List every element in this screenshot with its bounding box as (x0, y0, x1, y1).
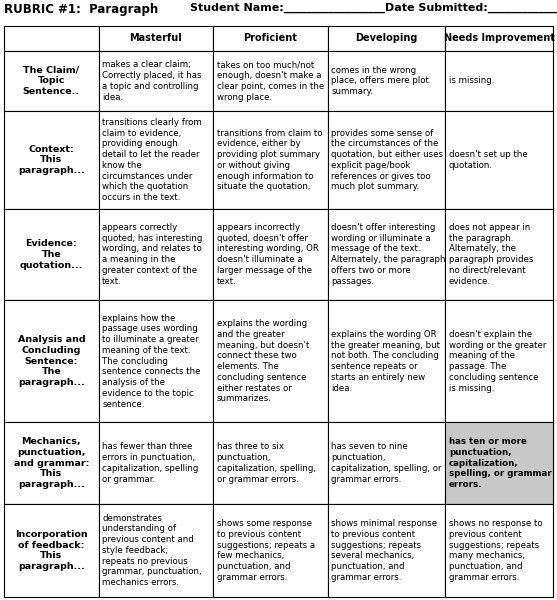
Text: explains how the
passage uses wording
to illuminate a greater
meaning of the tex: explains how the passage uses wording to… (102, 314, 201, 409)
Bar (213, 422, 328, 504)
Text: does not appear in
the paragraph.
Alternately, the
paragraph provides
no direct/: does not appear in the paragraph. Altern… (449, 223, 533, 286)
Bar (99, 504, 213, 597)
Text: has fewer than three
errors in punctuation,
capitalization, spelling
or grammar.: has fewer than three errors in punctuati… (102, 442, 198, 484)
Bar (328, 209, 446, 300)
Text: doesn't set up the
quotation.: doesn't set up the quotation. (449, 150, 527, 170)
Text: transitions clearly from
claim to evidence,
providing enough
detail to let the r: transitions clearly from claim to eviden… (102, 118, 202, 202)
Text: Date Submitted:__________________: Date Submitted:__________________ (385, 3, 557, 13)
Text: shows some response
to previous content
suggestions; repeats a
few mechanics,
pu: shows some response to previous content … (217, 519, 315, 582)
Text: Context:
This
paragraph...: Context: This paragraph... (18, 145, 85, 175)
Text: shows no response to
previous content
suggestions; repeats
many mechanics,
punct: shows no response to previous content su… (449, 519, 543, 582)
Bar (328, 300, 446, 422)
Bar (99, 111, 213, 209)
Bar (213, 51, 328, 111)
Bar (4, 111, 99, 209)
Bar (99, 209, 213, 300)
Text: doesn't offer interesting
wording or illuminate a
message of the text.
Alternate: doesn't offer interesting wording or ill… (331, 223, 446, 286)
Text: demonstrates
understanding of
previous content and
style feedback;
repeats no pr: demonstrates understanding of previous c… (102, 514, 202, 587)
Bar (328, 111, 446, 209)
Text: appears incorrectly
quoted, doesn't offer
interesting wording, OR
doesn't illumi: appears incorrectly quoted, doesn't offe… (217, 223, 319, 286)
Text: Analysis and
Concluding
Sentence:
The
paragraph...: Analysis and Concluding Sentence: The pa… (17, 335, 85, 387)
Text: Needs Improvement: Needs Improvement (444, 34, 555, 43)
Bar (4, 422, 99, 504)
Text: Evidence:
The
quotation...: Evidence: The quotation... (19, 239, 83, 269)
Bar (99, 300, 213, 422)
Text: doesn't explain the
wording or the greater
meaning of the
passage. The
concludin: doesn't explain the wording or the great… (449, 330, 546, 392)
Text: is missing.: is missing. (449, 76, 494, 85)
Bar (4, 300, 99, 422)
Text: comes in the wrong
place, offers mere plot
summary.: comes in the wrong place, offers mere pl… (331, 66, 429, 96)
Bar (213, 26, 328, 51)
Bar (99, 26, 213, 51)
Bar (328, 504, 446, 597)
Text: explains the wording
and the greater
meaning, but doesn't
connect these two
elem: explains the wording and the greater mea… (217, 319, 309, 403)
Bar (446, 300, 553, 422)
Bar (446, 209, 553, 300)
Bar (213, 111, 328, 209)
Text: Incorporation
of feedback:
This
paragraph...: Incorporation of feedback: This paragrap… (15, 530, 87, 571)
Bar (328, 26, 446, 51)
Text: has three to six
punctuation,
capitalization, spelling,
or grammar errors.: has three to six punctuation, capitaliza… (217, 442, 316, 484)
Bar (213, 209, 328, 300)
Bar (446, 26, 553, 51)
Bar (446, 504, 553, 597)
Text: shows minimal response
to previous content
suggestions; repeats
several mechanic: shows minimal response to previous conte… (331, 519, 437, 582)
Text: transitions from claim to
evidence, either by
providing plot summary
or without : transitions from claim to evidence, eith… (217, 128, 323, 191)
Text: RUBRIC #1:  Paragraph: RUBRIC #1: Paragraph (4, 3, 158, 16)
Bar (4, 209, 99, 300)
Text: Proficient: Proficient (243, 34, 297, 43)
Text: Student Name:__________________: Student Name:__________________ (190, 3, 385, 13)
Bar (446, 422, 553, 504)
Text: The Claim/
Topic
Sentence..: The Claim/ Topic Sentence.. (23, 66, 80, 96)
Bar (4, 26, 99, 51)
Text: Developing: Developing (355, 34, 418, 43)
Bar (446, 111, 553, 209)
Text: takes on too much/not
enough, doesn't make a
clear point, comes in the
wrong pla: takes on too much/not enough, doesn't ma… (217, 61, 324, 101)
Text: makes a clear claim;
Correctly placed, it has
a topic and controlling
idea.: makes a clear claim; Correctly placed, i… (102, 61, 202, 101)
Bar (99, 422, 213, 504)
Text: Mechanics,
punctuation,
and grammar:
This
paragraph...: Mechanics, punctuation, and grammar: Thi… (13, 437, 89, 489)
Bar (446, 51, 553, 111)
Bar (213, 504, 328, 597)
Text: Masterful: Masterful (130, 34, 182, 43)
Text: provides some sense of
the circumstances of the
quotation, but either uses
expli: provides some sense of the circumstances… (331, 128, 443, 191)
Bar (4, 504, 99, 597)
Text: appears correctly
quoted, has interesting
wording, and relates to
a meaning in t: appears correctly quoted, has interestin… (102, 223, 203, 286)
Text: explains the wording OR
the greater meaning, but
not both. The concluding
senten: explains the wording OR the greater mean… (331, 330, 441, 392)
Bar (328, 51, 446, 111)
Bar (328, 422, 446, 504)
Text: has seven to nine
punctuation,
capitalization, spelling, or
grammar errors.: has seven to nine punctuation, capitaliz… (331, 442, 442, 484)
Bar (99, 51, 213, 111)
Bar (4, 51, 99, 111)
Bar (213, 300, 328, 422)
Text: has ten or more
punctuation,
capitalization,
spelling, or grammar
errors.: has ten or more punctuation, capitalizat… (449, 437, 551, 489)
